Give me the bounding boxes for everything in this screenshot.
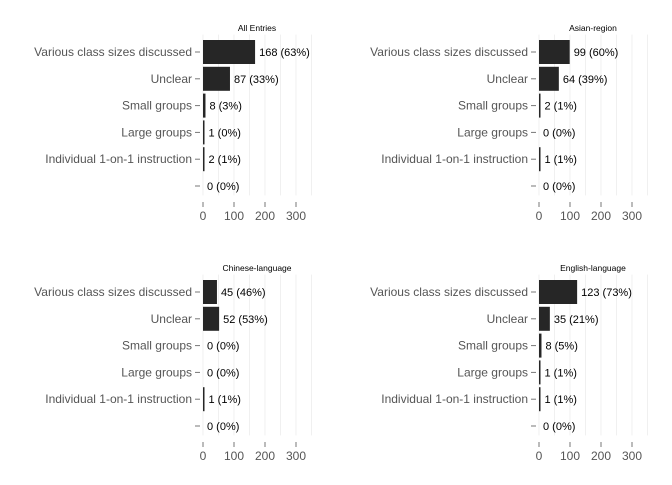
x-tick-label: 100 <box>224 449 244 463</box>
bar <box>539 387 541 412</box>
value-label: 8 (3%) <box>209 101 241 113</box>
category-label: Small groups <box>122 339 192 353</box>
category-label: Individual 1-on-1 instruction <box>45 152 192 166</box>
bar <box>539 333 542 358</box>
category-label: Various class sizes discussed <box>370 285 528 299</box>
category-label: Large groups <box>121 125 192 139</box>
category-label: Large groups <box>457 365 528 379</box>
value-label: 8 (5%) <box>545 341 577 353</box>
bar <box>203 66 230 91</box>
x-tick-label: 100 <box>560 449 580 463</box>
x-tick-label: 300 <box>622 209 642 223</box>
value-label: 1 (0%) <box>209 127 241 139</box>
x-tick-label: 200 <box>591 209 611 223</box>
category-label: Unclear <box>487 312 528 326</box>
value-label: 52 (53%) <box>223 314 268 326</box>
panel-title: Asian-region <box>569 23 617 33</box>
value-label: 0 (0%) <box>543 127 575 139</box>
bar <box>539 66 559 91</box>
panel-title: All Entries <box>238 23 276 33</box>
category-label: Small groups <box>458 339 528 353</box>
category-label: Individual 1-on-1 instruction <box>45 392 192 406</box>
category-label: Unclear <box>151 312 192 326</box>
value-label: 45 (46%) <box>221 287 266 299</box>
category-label: Unclear <box>487 72 528 86</box>
value-label: 2 (1%) <box>209 154 241 166</box>
value-label: 123 (73%) <box>581 287 632 299</box>
value-label: 99 (60%) <box>574 47 619 59</box>
value-label: 1 (1%) <box>545 394 577 406</box>
value-label: 1 (1%) <box>545 154 577 166</box>
x-tick-label: 300 <box>286 449 306 463</box>
bar <box>203 306 220 331</box>
value-label: 87 (33%) <box>234 74 279 86</box>
value-label: 1 (1%) <box>209 394 241 406</box>
x-tick-label: 200 <box>591 449 611 463</box>
bar <box>203 147 205 172</box>
value-label: 168 (63%) <box>259 47 310 59</box>
value-label: 0 (0%) <box>207 421 239 433</box>
bar <box>539 93 541 118</box>
bar <box>539 40 570 64</box>
category-label: Small groups <box>458 99 528 113</box>
bar <box>203 120 205 145</box>
category-label: Various class sizes discussed <box>34 45 192 59</box>
x-tick-label: 100 <box>560 209 580 223</box>
category-label: Individual 1-on-1 instruction <box>381 392 528 406</box>
x-tick-label: 300 <box>622 449 642 463</box>
x-tick-label: 200 <box>255 449 275 463</box>
bar <box>203 40 256 64</box>
x-tick-label: 0 <box>200 449 207 463</box>
bar <box>203 387 205 412</box>
value-label: 0 (0%) <box>207 341 239 353</box>
category-label: Unclear <box>151 72 192 86</box>
category-label: Various class sizes discussed <box>34 285 192 299</box>
x-tick-label: 100 <box>224 209 244 223</box>
x-tick-label: 0 <box>200 209 207 223</box>
category-label: Various class sizes discussed <box>370 45 528 59</box>
panel-title: Chinese-language <box>223 263 292 273</box>
x-tick-label: 0 <box>536 449 543 463</box>
value-label: 0 (0%) <box>543 181 575 193</box>
value-label: 2 (1%) <box>545 101 577 113</box>
bar <box>203 93 206 118</box>
value-label: 0 (0%) <box>207 181 239 193</box>
x-tick-label: 200 <box>255 209 275 223</box>
category-label: Large groups <box>457 125 528 139</box>
bar <box>539 147 541 172</box>
bar <box>539 306 550 331</box>
value-label: 1 (1%) <box>545 367 577 379</box>
value-label: 35 (21%) <box>554 314 599 326</box>
bar <box>203 280 217 304</box>
x-tick-label: 300 <box>286 209 306 223</box>
category-label: Individual 1-on-1 instruction <box>381 152 528 166</box>
x-tick-label: 0 <box>536 209 543 223</box>
panel-title: English-language <box>560 263 626 273</box>
bar <box>539 360 541 385</box>
category-label: Large groups <box>121 365 192 379</box>
value-label: 0 (0%) <box>207 367 239 379</box>
category-label: Small groups <box>122 99 192 113</box>
value-label: 0 (0%) <box>543 421 575 433</box>
bar <box>539 280 578 304</box>
value-label: 64 (39%) <box>563 74 608 86</box>
